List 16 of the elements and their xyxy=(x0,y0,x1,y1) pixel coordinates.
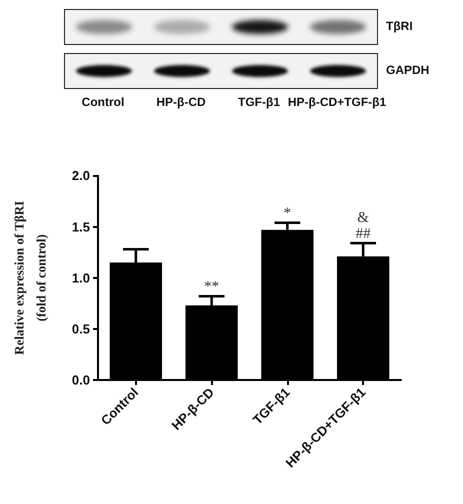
text: TGF-β1 xyxy=(238,95,280,109)
y-tick-label: 1.5 xyxy=(72,219,90,234)
y-tick-label: 2.0 xyxy=(72,168,90,184)
y-tick-label: 1.0 xyxy=(72,270,90,286)
text: Control xyxy=(82,95,124,109)
y-tick-label: 0.5 xyxy=(72,321,90,336)
annotation: * xyxy=(284,206,292,222)
y-tick-label: 0.0 xyxy=(72,372,90,388)
text: TβRI xyxy=(386,19,413,33)
text: GAPDH xyxy=(386,63,430,77)
annotation: ** xyxy=(204,279,220,296)
text: HP-β-CD xyxy=(156,95,206,109)
annotation: ## xyxy=(356,226,372,242)
text: HP-β-CD+TGF-β1 xyxy=(288,95,386,109)
annotation: & xyxy=(357,210,370,226)
y-axis-title: Relative expression of TβRI (fold of control) xyxy=(12,200,48,355)
